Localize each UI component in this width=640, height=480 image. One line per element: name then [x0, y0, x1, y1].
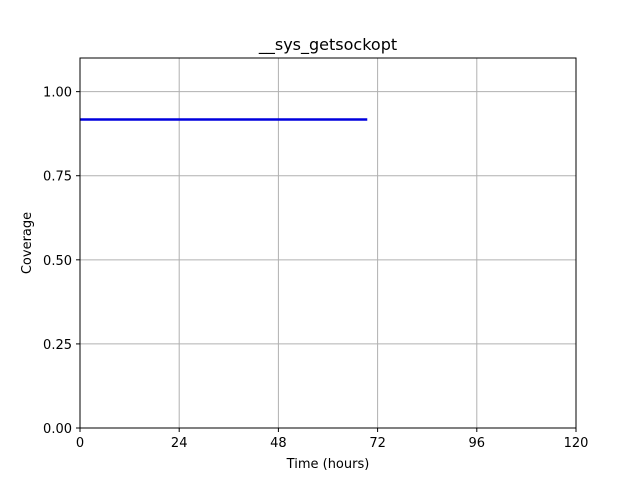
y-tick-label: 1.00 — [43, 86, 72, 101]
x-tick-label: 0 — [76, 436, 84, 451]
x-tick-label: 120 — [564, 436, 589, 451]
x-tick-label: 24 — [171, 436, 188, 451]
chart-title: __sys_getsockopt — [258, 35, 397, 55]
y-axis-label: Coverage — [20, 212, 35, 274]
plot-frame — [79, 57, 577, 429]
x-tick-label: 72 — [369, 436, 386, 451]
x-tick-label: 96 — [469, 436, 486, 451]
y-axis: 0.00 0.25 0.50 0.75 1.00 — [43, 86, 80, 437]
x-axis: 0 24 48 72 96 120 — [76, 428, 589, 451]
grid-layer — [79, 58, 577, 429]
y-tick-label: 0.00 — [43, 422, 72, 437]
x-tick-label: 48 — [270, 436, 287, 451]
x-axis-label: Time (hours) — [286, 457, 370, 472]
y-tick-label: 0.25 — [43, 338, 72, 353]
y-tick-label: 0.75 — [43, 170, 72, 185]
y-tick-label: 0.50 — [43, 254, 72, 269]
